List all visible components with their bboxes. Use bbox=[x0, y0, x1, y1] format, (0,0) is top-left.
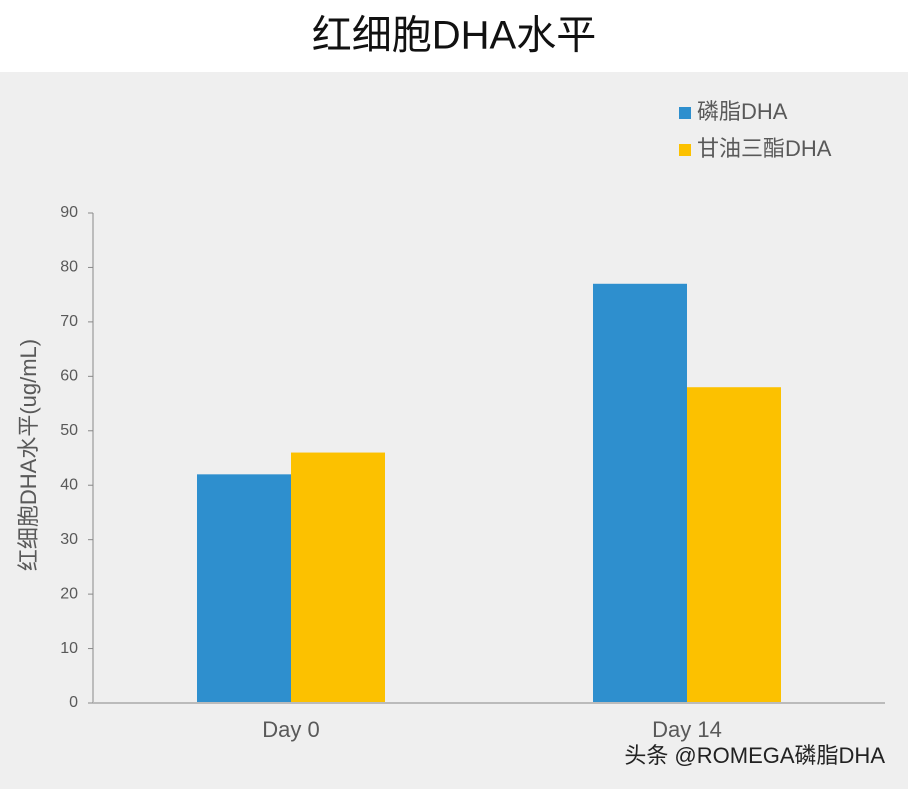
x-tick-label: Day 14 bbox=[652, 717, 722, 742]
bar bbox=[593, 283, 687, 703]
y-tick-label: 70 bbox=[60, 313, 78, 330]
y-tick-label: 20 bbox=[60, 585, 78, 602]
bar bbox=[291, 452, 385, 703]
y-tick-label: 10 bbox=[60, 640, 78, 657]
chart-title: 红细胞DHA水平 bbox=[312, 14, 596, 58]
legend-label: 磷脂DHA bbox=[697, 99, 788, 124]
bar bbox=[687, 387, 781, 703]
bar bbox=[197, 474, 291, 703]
title-band bbox=[0, 0, 908, 72]
y-tick-label: 60 bbox=[60, 368, 78, 385]
legend-swatch bbox=[679, 144, 691, 156]
y-tick-label: 80 bbox=[60, 259, 78, 276]
y-tick-label: 50 bbox=[60, 422, 78, 439]
legend-swatch bbox=[679, 107, 691, 119]
y-axis-label: 红细胞DHA水平(ug/mL) bbox=[16, 339, 41, 571]
y-tick-label: 0 bbox=[69, 694, 78, 711]
legend-label: 甘油三酯DHA bbox=[697, 136, 832, 161]
x-tick-label: Day 0 bbox=[262, 717, 319, 742]
watermark: 头条 @ROMEGA磷脂DHA bbox=[624, 743, 885, 768]
y-tick-label: 40 bbox=[60, 476, 78, 493]
y-tick-label: 90 bbox=[60, 204, 78, 221]
y-tick-label: 30 bbox=[60, 531, 78, 548]
